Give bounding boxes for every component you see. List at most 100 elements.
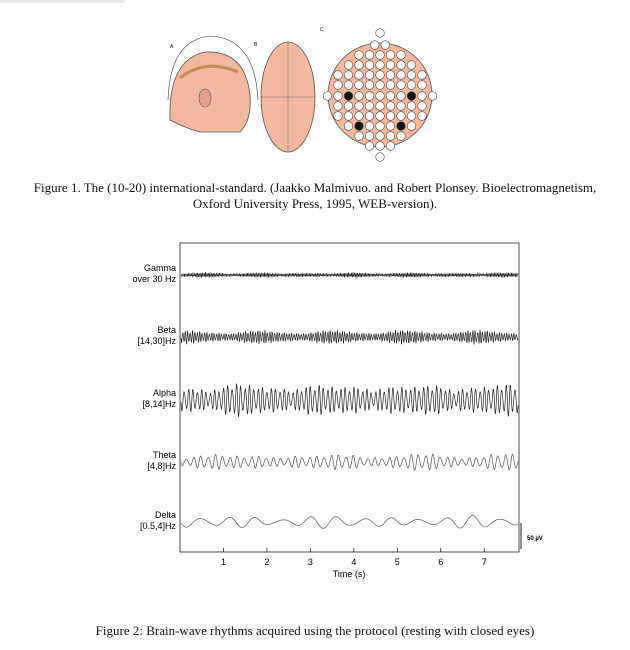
electrode	[385, 70, 396, 80]
electrode	[364, 111, 375, 121]
electrode	[396, 50, 406, 60]
panel-label: C	[320, 27, 324, 33]
electrode	[370, 40, 380, 50]
electrode	[406, 121, 417, 131]
x-tick-label: 1	[221, 557, 226, 567]
electrode	[364, 101, 375, 111]
electrode	[396, 101, 406, 111]
electrode	[343, 91, 354, 101]
electrode	[364, 80, 375, 90]
waveform	[180, 271, 519, 279]
band-range: [0.5,4]Hz	[140, 521, 177, 531]
electrode	[375, 131, 385, 141]
band-range: [4,8]Hz	[147, 461, 176, 471]
electrode	[354, 131, 364, 141]
panel-label: A	[170, 44, 174, 50]
electrode	[396, 70, 406, 80]
electrode	[375, 141, 385, 151]
x-tick-label: 4	[351, 557, 356, 567]
electrode	[417, 111, 427, 121]
electrode	[375, 152, 385, 162]
electrode	[343, 70, 354, 80]
plot-frame	[179, 242, 520, 553]
figure-caption: Figure 1. The (10-20) international-stan…	[33, 180, 597, 211]
electrode	[333, 70, 343, 80]
scale-bar-label: 50 µV	[527, 536, 543, 542]
electrode	[406, 60, 417, 70]
electrode	[417, 91, 427, 101]
electrode	[385, 80, 396, 90]
electrode	[385, 141, 396, 151]
electrode	[322, 91, 333, 101]
band-name: Alpha	[153, 388, 176, 398]
waves	[180, 271, 519, 529]
x-tick-label: 7	[482, 557, 487, 567]
electrode	[406, 101, 417, 111]
electrode	[354, 80, 364, 90]
figure-caption: Figure 2: Brain-wave rhythms acquired us…	[95, 623, 535, 638]
band-range: [14,30]Hz	[137, 336, 176, 346]
electrode	[385, 131, 396, 141]
electrode	[364, 70, 375, 80]
electrode	[406, 111, 417, 121]
electrode	[396, 60, 406, 70]
electrode	[396, 131, 406, 141]
waveform	[180, 329, 519, 345]
electrode	[333, 80, 343, 90]
band-range: over 30 Hz	[132, 274, 176, 284]
electrode	[417, 70, 427, 80]
electrode	[385, 91, 396, 101]
electrode	[396, 80, 406, 90]
band-name: Gamma	[144, 263, 176, 273]
electrode	[417, 101, 427, 111]
band-range: [8,14]Hz	[142, 399, 176, 409]
electrode	[333, 111, 343, 121]
electrode	[406, 80, 417, 90]
electrode	[364, 91, 375, 101]
electrode	[375, 101, 385, 111]
electrode	[333, 101, 343, 111]
x-axis-label: Time (s)	[333, 569, 366, 579]
electrode	[364, 131, 375, 141]
waveform	[180, 453, 519, 471]
electrode	[375, 28, 385, 38]
x-tick-label: 3	[308, 557, 313, 567]
electrode	[406, 70, 417, 80]
electrode	[375, 80, 385, 90]
electrode	[354, 111, 364, 121]
electrode	[385, 121, 396, 131]
electrode	[417, 80, 427, 90]
electrode	[375, 121, 385, 131]
x-tick-label: 6	[438, 557, 443, 567]
electrode	[343, 80, 354, 90]
electrode	[354, 60, 364, 70]
electrode	[375, 70, 385, 80]
electrode	[354, 91, 364, 101]
electrode	[396, 111, 406, 121]
electrode	[385, 60, 396, 70]
electrode	[364, 60, 375, 70]
electrode	[364, 50, 375, 60]
electrode	[343, 111, 354, 121]
electrode	[396, 91, 406, 101]
electrode	[427, 91, 438, 101]
electrode	[364, 141, 375, 151]
electrode	[354, 121, 364, 131]
electrode	[396, 121, 406, 131]
electrode	[333, 91, 343, 101]
electrode	[385, 111, 396, 121]
electrode	[354, 50, 364, 60]
electrode-map: C	[320, 27, 438, 162]
electrode	[354, 70, 364, 80]
top-bar	[0, 0, 125, 3]
electrode	[375, 111, 385, 121]
electrode	[354, 101, 364, 111]
head-side: A	[167, 35, 259, 133]
electrode	[364, 121, 375, 131]
electrode	[343, 121, 354, 131]
electrode	[375, 50, 385, 60]
band-name: Theta	[153, 450, 176, 460]
band-name: Beta	[157, 325, 176, 335]
